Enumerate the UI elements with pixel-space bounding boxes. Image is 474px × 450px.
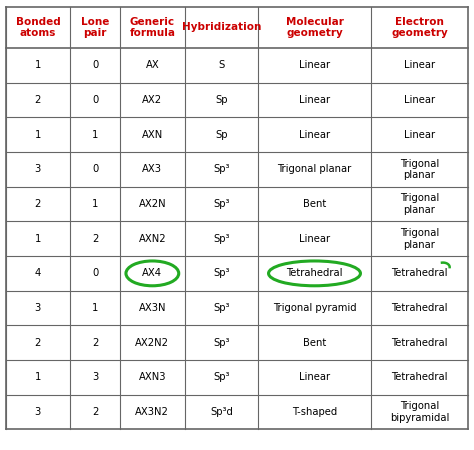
Text: Sp³: Sp³ <box>213 303 230 313</box>
Text: Linear: Linear <box>299 130 330 140</box>
Text: AXN: AXN <box>142 130 163 140</box>
Text: 3: 3 <box>92 372 98 382</box>
Text: Linear: Linear <box>299 372 330 382</box>
Text: Trigonal
planar: Trigonal planar <box>400 158 439 180</box>
Text: Electron
geometry: Electron geometry <box>391 17 448 38</box>
Text: AX: AX <box>146 60 159 71</box>
Text: 2: 2 <box>35 95 41 105</box>
Text: Trigonal
bipyramidal: Trigonal bipyramidal <box>390 401 449 423</box>
Text: 0: 0 <box>92 60 98 71</box>
Text: Lone
pair: Lone pair <box>81 17 109 38</box>
Text: 1: 1 <box>35 234 41 244</box>
Text: Bent: Bent <box>303 199 326 209</box>
Text: 3: 3 <box>35 407 41 417</box>
Text: Tetrahedral: Tetrahedral <box>286 268 343 279</box>
Text: Trigonal pyramid: Trigonal pyramid <box>273 303 356 313</box>
Text: Tetrahedral: Tetrahedral <box>391 268 447 279</box>
Text: Trigonal planar: Trigonal planar <box>277 164 352 175</box>
Text: Sp³d: Sp³d <box>210 407 233 417</box>
Text: 2: 2 <box>35 199 41 209</box>
Text: AX3: AX3 <box>142 164 162 175</box>
Text: Bent: Bent <box>303 338 326 348</box>
Text: Sp³: Sp³ <box>213 372 230 382</box>
Text: 1: 1 <box>35 60 41 71</box>
Text: Sp³: Sp³ <box>213 199 230 209</box>
Text: Linear: Linear <box>299 60 330 71</box>
Text: 2: 2 <box>92 407 98 417</box>
Text: 1: 1 <box>35 130 41 140</box>
Text: 1: 1 <box>92 303 98 313</box>
Text: Linear: Linear <box>404 95 435 105</box>
Text: Hybridization: Hybridization <box>182 22 261 32</box>
Text: Linear: Linear <box>404 60 435 71</box>
Text: AX4: AX4 <box>142 268 162 279</box>
Text: Trigonal
planar: Trigonal planar <box>400 228 439 249</box>
Text: 0: 0 <box>92 164 98 175</box>
Text: AX2N2: AX2N2 <box>136 338 169 348</box>
Text: 1: 1 <box>92 199 98 209</box>
Text: Sp³: Sp³ <box>213 164 230 175</box>
Text: 0: 0 <box>92 268 98 279</box>
Text: Sp: Sp <box>215 95 228 105</box>
Text: 4: 4 <box>35 268 41 279</box>
Text: S: S <box>219 60 225 71</box>
Text: Bonded
atoms: Bonded atoms <box>16 17 60 38</box>
Text: Linear: Linear <box>404 130 435 140</box>
Text: AX3N2: AX3N2 <box>136 407 169 417</box>
Text: AXN2: AXN2 <box>138 234 166 244</box>
Text: Sp: Sp <box>215 130 228 140</box>
Text: 1: 1 <box>35 372 41 382</box>
Text: Generic
formula: Generic formula <box>129 17 175 38</box>
Text: Trigonal
planar: Trigonal planar <box>400 194 439 215</box>
Text: 2: 2 <box>35 338 41 348</box>
Text: Linear: Linear <box>299 234 330 244</box>
Text: Tetrahedral: Tetrahedral <box>391 303 447 313</box>
Text: 2: 2 <box>92 338 98 348</box>
Text: AX3N: AX3N <box>138 303 166 313</box>
Text: Tetrahedral: Tetrahedral <box>391 338 447 348</box>
Text: Sp³: Sp³ <box>213 234 230 244</box>
Text: T-shaped: T-shaped <box>292 407 337 417</box>
Text: Molecular
geometry: Molecular geometry <box>285 17 344 38</box>
Text: 1: 1 <box>92 130 98 140</box>
Text: Sp³: Sp³ <box>213 268 230 279</box>
Text: AX2: AX2 <box>142 95 163 105</box>
Text: Tetrahedral: Tetrahedral <box>391 372 447 382</box>
Text: AXN3: AXN3 <box>138 372 166 382</box>
Text: AX2N: AX2N <box>138 199 166 209</box>
Text: Sp³: Sp³ <box>213 338 230 348</box>
Text: 0: 0 <box>92 95 98 105</box>
Text: 3: 3 <box>35 164 41 175</box>
Text: 3: 3 <box>35 303 41 313</box>
Text: 2: 2 <box>92 234 98 244</box>
Text: Linear: Linear <box>299 95 330 105</box>
